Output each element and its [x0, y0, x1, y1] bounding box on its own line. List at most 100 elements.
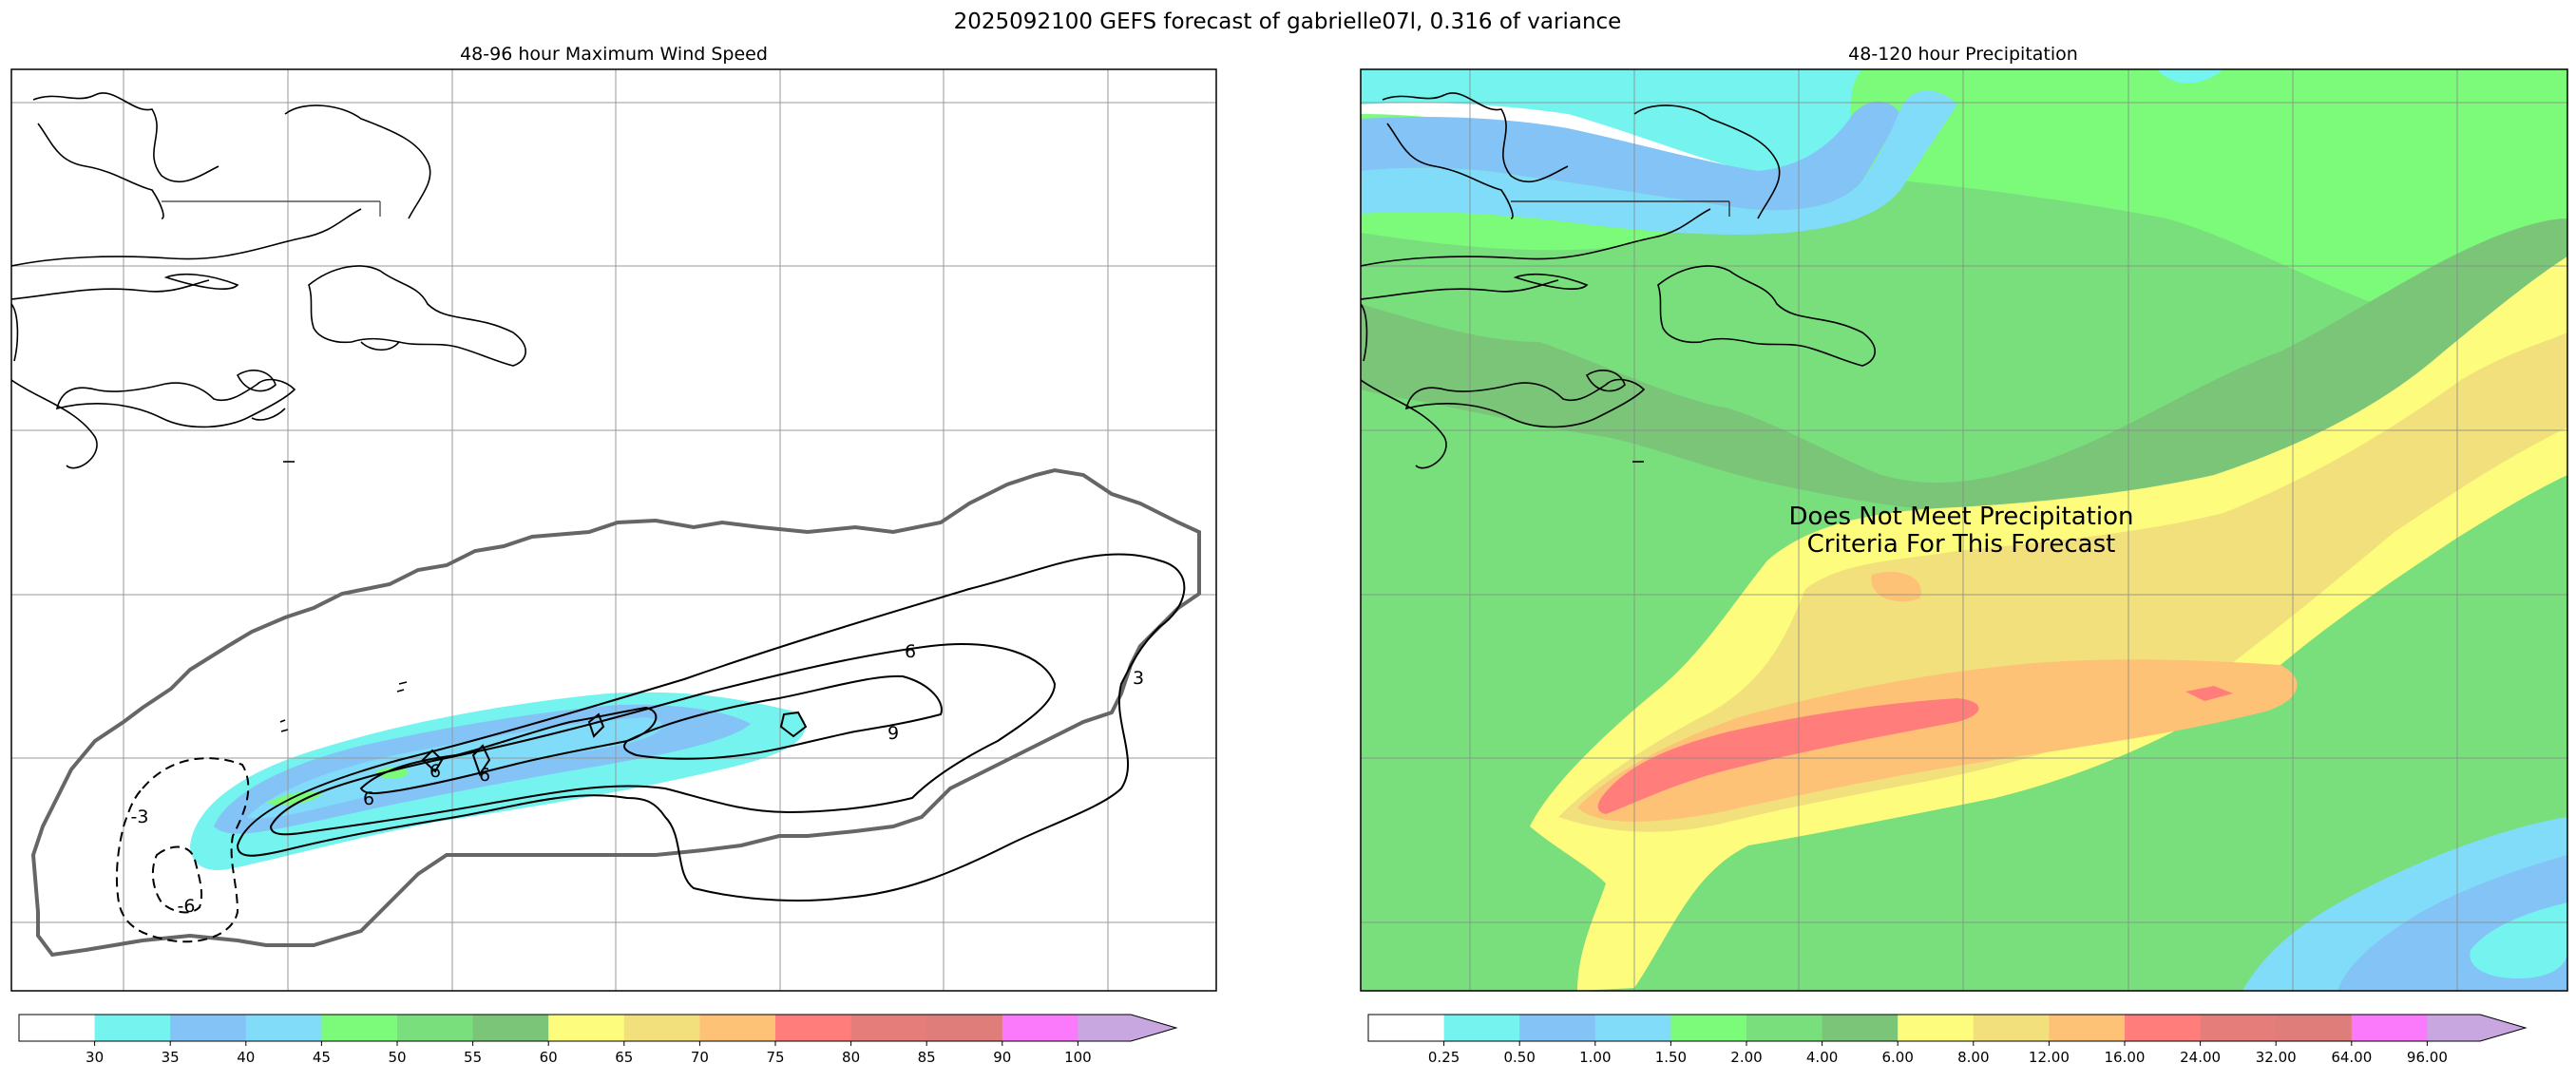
colorbar-segment [1002, 1015, 1078, 1041]
contour-label: 6 [479, 765, 490, 786]
colorbar-tick-label: 60 [540, 1049, 558, 1066]
contour-inner [359, 706, 658, 795]
colorbar-tick-label: 96.00 [2407, 1049, 2448, 1066]
colorbar-extend-arrow [1078, 1015, 1176, 1041]
colorbar-tick-label: 85 [918, 1049, 936, 1066]
colorbar-outline [18, 1014, 1178, 1042]
colorbar-segment [1368, 1015, 1445, 1041]
precip-shade-0.25-0.5 [1361, 69, 2223, 172]
colorbar-segment [1670, 1015, 1747, 1041]
wind-shade-45-50 [266, 767, 409, 806]
colorbar-segment [1443, 1015, 1520, 1041]
precip-message-line1: Does Not Meet Precipitation [1789, 503, 2134, 531]
contour-dashed-neg3 [115, 757, 250, 943]
colorbar-right: 0.25 0.50 1.00 1.50 2.00 4.00 6.00 8.00 12.00 16.… [1367, 1014, 2528, 1066]
colorbar-tick-label: 2.00 [1730, 1049, 1762, 1066]
colorbar-tick-label: 40 [237, 1049, 255, 1066]
colorbar-segment [472, 1015, 549, 1041]
precip-shade-4-6 [1361, 218, 2567, 513]
colorbar-tick-label: 1.00 [1579, 1049, 1611, 1066]
right-map: Does Not Meet Precipitation Criteria For… [1361, 69, 2567, 991]
colorbar-tick-label: 16.00 [2105, 1049, 2146, 1066]
contour-label: 3 [1133, 668, 1144, 689]
wind-shade-40-45 [247, 717, 662, 819]
contour-label: 6 [429, 761, 441, 782]
colorbar-tick-label: 35 [162, 1049, 180, 1066]
colorbar-segment [1822, 1015, 1899, 1041]
colorbar-tick-label: 75 [766, 1049, 784, 1066]
precip-shade-0.5-1 [1361, 101, 1900, 211]
right-graticule [1361, 69, 2567, 991]
contour-label: 6 [905, 641, 916, 662]
colorbar-segment [775, 1015, 852, 1041]
colorbar-tick-label: 6.00 [1881, 1049, 1913, 1066]
colorbar-tick-label: 12.00 [2029, 1049, 2070, 1066]
colorbar-segment [1973, 1015, 2050, 1041]
colorbar-segment [2049, 1015, 2126, 1041]
colorbar-segment [397, 1015, 474, 1041]
colorbar-segment [699, 1015, 776, 1041]
colorbar-tick-label: 4.00 [1806, 1049, 1838, 1066]
colorbar-segment [245, 1015, 322, 1041]
colorbar-tick-label: 45 [313, 1049, 331, 1066]
colorbar-tick-label: 50 [388, 1049, 406, 1066]
precip-shade-16-24 [1597, 686, 2233, 814]
right-map-frame [1360, 68, 2568, 992]
colorbar-segment [548, 1015, 625, 1041]
figure-suptitle: 2025092100 GEFS forecast of gabrielle07l… [954, 9, 1622, 34]
precip-shade-1-1.5 [1361, 90, 1957, 235]
right-panel-title: 48-120 hour Precipitation [1848, 44, 2078, 65]
colorbar-tick-label: 32.00 [2256, 1049, 2297, 1066]
contour-small-loops [421, 711, 808, 777]
wind-contour-labels: 6 9 -3 -6 6 6 6 3 [131, 641, 1145, 917]
colorbar-segment [926, 1015, 1003, 1041]
colorbar-segment [170, 1015, 247, 1041]
left-map: 6 9 -3 -6 6 6 6 3 [11, 69, 1216, 991]
colorbar-segment [1746, 1015, 1823, 1041]
colorbar-tick-label: 70 [691, 1049, 709, 1066]
colorbar-segment [94, 1015, 171, 1041]
colorbar-segment [2200, 1015, 2277, 1041]
colorbar-segment [321, 1015, 398, 1041]
colorbar-tick-label: 24.00 [2180, 1049, 2221, 1066]
colorbar-tick-label: 8.00 [1957, 1049, 1989, 1066]
left-map-frame [10, 68, 1217, 992]
colorbar-segment [850, 1015, 927, 1041]
colorbar-left: 30 35 40 45 50 55 60 65 70 75 80 85 90 100 [18, 1014, 1178, 1066]
colorbar-segment [2125, 1015, 2202, 1041]
precip-message-line2: Criteria For This Forecast [1807, 530, 2116, 559]
colorbar-tick-label: 65 [615, 1049, 633, 1066]
contour-outer-3 [236, 553, 1186, 902]
colorbar-tick-label: 90 [993, 1049, 1011, 1066]
right-coastlines [1361, 92, 1876, 469]
colorbar-segment [2276, 1015, 2353, 1041]
colorbar-tick-label: 64.00 [2331, 1049, 2372, 1066]
left-coastlines [11, 92, 526, 732]
colorbar-tick-label: 30 [86, 1049, 104, 1066]
contour-label: -6 [178, 896, 196, 917]
colorbar-tick-label: 100 [1064, 1049, 1092, 1066]
contour-label: -3 [131, 807, 149, 827]
colorbar-segment [2351, 1015, 2428, 1041]
colorbar-tick-label: 1.50 [1655, 1049, 1687, 1066]
colorbar-tick-label: 0.25 [1428, 1049, 1460, 1066]
contour-label: 6 [363, 788, 374, 809]
wind-contours [30, 467, 1201, 958]
contour-6 [269, 643, 1057, 836]
contour-9 [623, 674, 943, 760]
contour-label: 9 [887, 723, 899, 744]
outer-gray-contour [30, 467, 1201, 958]
colorbar-segment [19, 1015, 96, 1041]
colorbar-tick-label: 55 [464, 1049, 482, 1066]
colorbar-outline [1367, 1014, 2528, 1042]
colorbar-tick-label: 0.50 [1503, 1049, 1535, 1066]
colorbar-tick-label: 80 [842, 1049, 860, 1066]
contour-dashed-neg6 [151, 845, 203, 914]
left-panel-title: 48-96 hour Maximum Wind Speed [460, 44, 768, 65]
precip-shade-lt-0.25-se [2470, 902, 2567, 978]
colorbar-segment [1519, 1015, 1596, 1041]
colorbar-segment [1594, 1015, 1671, 1041]
colorbar-extend-arrow [2427, 1015, 2526, 1041]
colorbar-segment [1898, 1015, 1975, 1041]
